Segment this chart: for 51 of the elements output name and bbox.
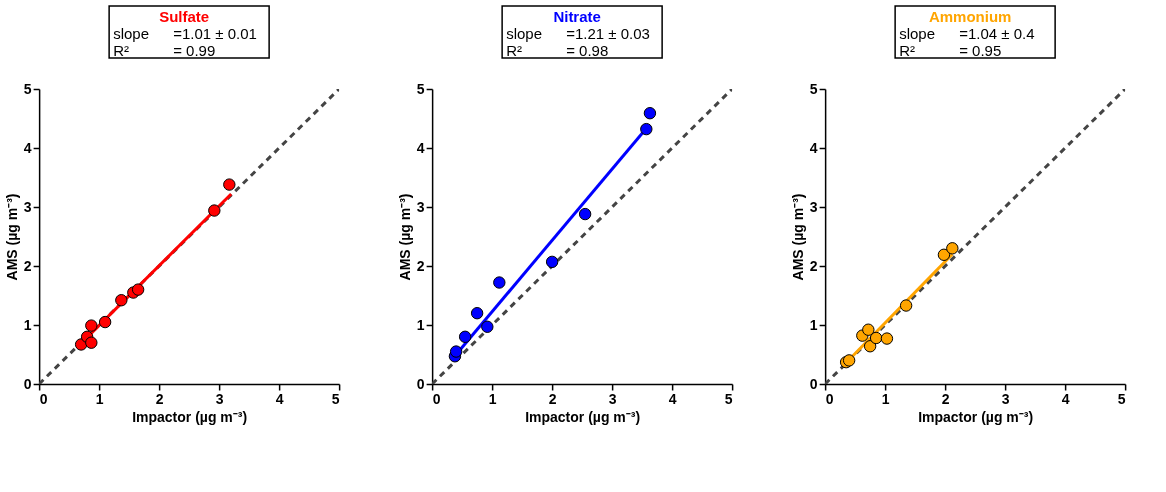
chart-title: Ammonium [928, 8, 1012, 25]
y-tick-label: 4 [416, 139, 425, 156]
x-tick-label: 5 [331, 390, 340, 407]
y-tick-label: 2 [416, 257, 425, 274]
x-tick-label: 3 [608, 390, 617, 407]
x-axis-title: Impactor (µg m⁻³) [918, 408, 1034, 425]
x-tick-label: 3 [1001, 390, 1010, 407]
x-tick-label: 0 [825, 390, 834, 407]
chart-title: Nitrate [553, 8, 601, 25]
x-tick-label: 5 [1117, 390, 1126, 407]
y-tick-label: 4 [809, 139, 818, 156]
y-tick-label: 2 [23, 257, 32, 274]
y-tick-label: 0 [416, 375, 425, 392]
x-tick-label: 1 [488, 390, 497, 407]
x-tick-label: 1 [95, 390, 104, 407]
x-tick-label: 2 [155, 390, 164, 407]
x-tick-label: 3 [215, 390, 224, 407]
y-tick-label: 2 [809, 257, 818, 274]
y-axis-title: AMS (µg m⁻³) [396, 193, 413, 281]
text: R² = 0.98 [506, 42, 609, 59]
y-tick-label: 3 [23, 198, 32, 215]
x-tick-label: 4 [275, 390, 284, 407]
text: slope =1.21 ± 0.03 [506, 25, 650, 42]
y-tick-label: 5 [416, 80, 425, 97]
x-tick-label: 2 [941, 390, 950, 407]
x-tick-label: 2 [548, 390, 557, 407]
y-tick-label: 3 [416, 198, 425, 215]
x-tick-label: 5 [724, 390, 733, 407]
text: slope =1.01 ± 0.01 [113, 25, 257, 42]
x-tick-label: 4 [1061, 390, 1070, 407]
text: R² = 0.95 [899, 42, 1002, 59]
x-tick-label: 0 [432, 390, 441, 407]
y-tick-label: 5 [23, 80, 32, 97]
y-tick-label: 4 [23, 139, 32, 156]
x-tick-label: 4 [668, 390, 677, 407]
y-tick-label: 1 [23, 316, 32, 333]
text: R² = 0.99 [113, 42, 216, 59]
text: slope =1.04 ± 0.4 [899, 25, 1035, 42]
chart-title: Sulfate [159, 8, 210, 25]
y-axis-title: AMS (µg m⁻³) [789, 193, 806, 281]
y-axis-title: AMS (µg m⁻³) [3, 193, 20, 281]
y-tick-label: 5 [809, 80, 818, 97]
y-tick-label: 3 [809, 198, 818, 215]
x-axis-title: Impactor (µg m⁻³) [132, 408, 248, 425]
y-tick-label: 1 [416, 316, 425, 333]
x-tick-label: 0 [39, 390, 48, 407]
y-tick-label: 0 [809, 375, 818, 392]
y-tick-label: 1 [809, 316, 818, 333]
y-tick-label: 0 [23, 375, 32, 392]
x-axis-title: Impactor (µg m⁻³) [525, 408, 641, 425]
x-tick-label: 1 [881, 390, 890, 407]
